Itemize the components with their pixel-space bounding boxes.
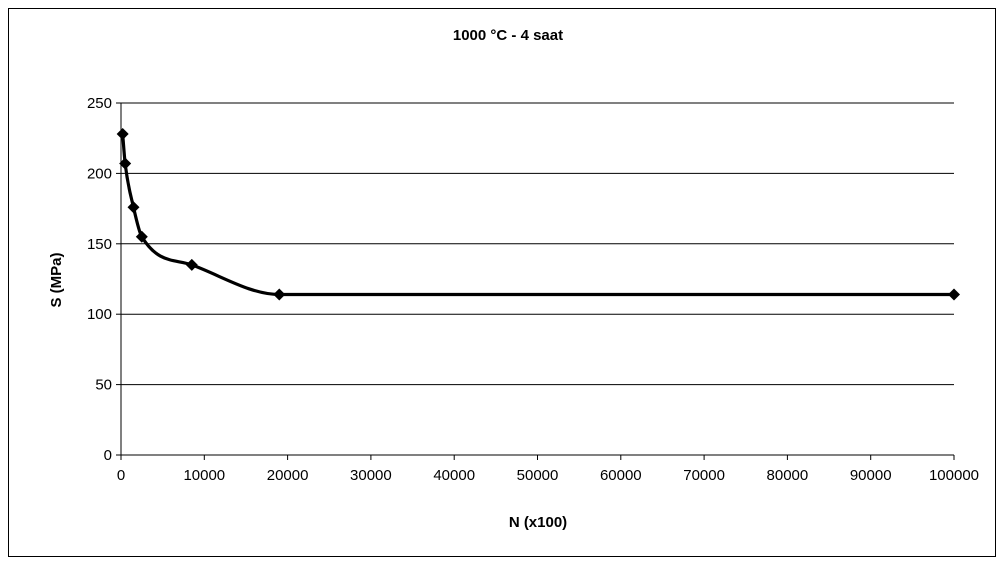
x-tick-label-20000: 20000 [267, 467, 309, 484]
data-point-5 [273, 288, 286, 301]
x-tick-label-60000: 60000 [600, 467, 642, 484]
axes [120, 103, 954, 456]
x-tick-label-30000: 30000 [350, 467, 392, 484]
y-tick-label-0: 0 [104, 447, 112, 464]
x-tick-label-0: 0 [117, 467, 125, 484]
y-axis-label: S (MPa) [48, 252, 65, 307]
data-point-0 [116, 127, 129, 140]
chart-frame [8, 8, 996, 557]
y-tick-label-250: 250 [87, 95, 112, 112]
data-point-2 [127, 201, 140, 214]
x-tick-labels: 0 10000 20000 30000 40000 50000 60000 70000 8000… [117, 455, 979, 484]
y-tick-label-150: 150 [87, 236, 112, 253]
y-tick-labels: 0 50 100 150 200 250 [87, 95, 121, 464]
x-tick-label-100000: 100000 [929, 467, 979, 484]
x-tick-label-50000: 50000 [517, 467, 559, 484]
x-tick-label-70000: 70000 [683, 467, 725, 484]
x-tick-label-40000: 40000 [433, 467, 475, 484]
data-markers [116, 127, 960, 301]
series-line [121, 132, 956, 297]
y-tick-label-100: 100 [87, 306, 112, 323]
x-tick-label-10000: 10000 [183, 467, 225, 484]
data-point-1 [119, 157, 132, 170]
data-point-4 [185, 258, 198, 271]
x-tick-label-80000: 80000 [767, 467, 809, 484]
data-point-3 [135, 230, 148, 243]
x-axis-label: N (x100) [509, 514, 567, 531]
y-tick-label-200: 200 [87, 165, 112, 182]
gridlines [121, 102, 954, 386]
y-tick-label-50: 50 [95, 377, 112, 394]
x-tick-label-90000: 90000 [850, 467, 892, 484]
data-point-6 [948, 288, 960, 301]
chart-title: 1000 °C - 4 saat [453, 27, 563, 44]
